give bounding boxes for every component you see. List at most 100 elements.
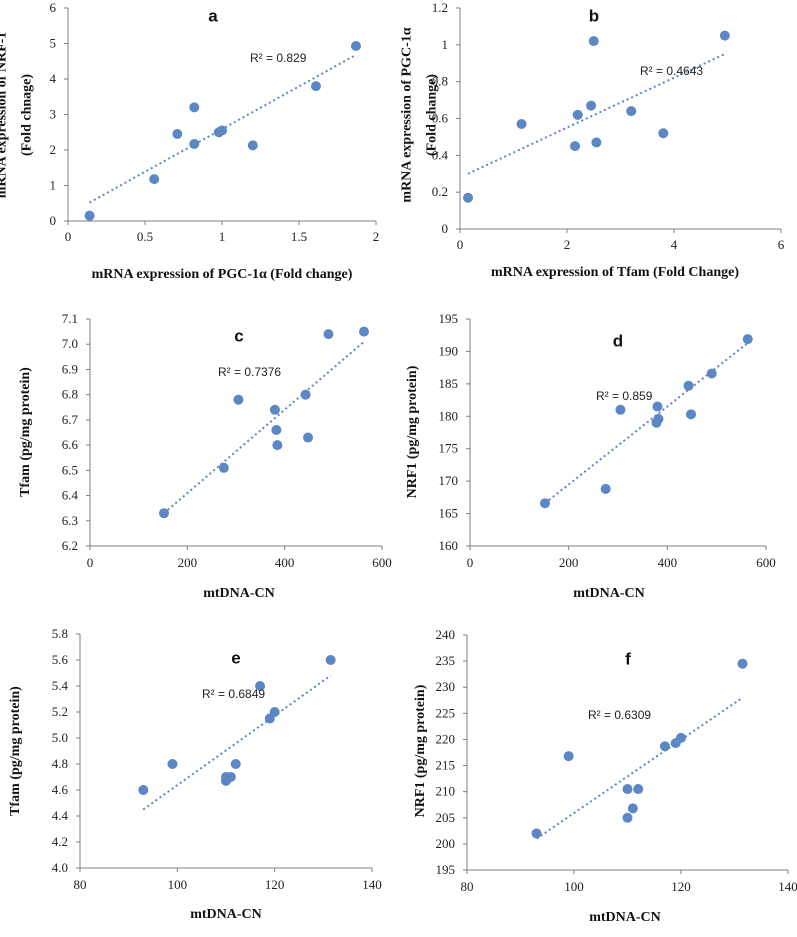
data-point bbox=[358, 326, 369, 337]
data-point bbox=[539, 498, 550, 509]
data-point bbox=[138, 785, 149, 795]
trendline bbox=[467, 53, 726, 175]
data-point bbox=[683, 380, 694, 391]
r-squared-label: R² = 0.6309 bbox=[588, 708, 651, 722]
data-point bbox=[626, 106, 637, 117]
data-point bbox=[323, 329, 334, 340]
x-tick-label: 120 bbox=[265, 877, 285, 892]
data-point bbox=[627, 803, 638, 814]
x-tick-label: 140 bbox=[362, 877, 382, 892]
data-point bbox=[84, 210, 95, 221]
data-point bbox=[300, 389, 311, 400]
y-tick-label: 180 bbox=[439, 408, 459, 423]
data-point bbox=[303, 432, 314, 443]
data-point bbox=[633, 784, 644, 795]
x-axis-title: mtDNA-CN bbox=[190, 907, 262, 922]
data-point bbox=[172, 129, 183, 140]
data-point bbox=[149, 174, 160, 185]
trendline bbox=[142, 674, 332, 811]
x-tick-label: 0 bbox=[65, 229, 72, 244]
data-point bbox=[255, 681, 266, 691]
y-tick-label: 6.9 bbox=[62, 361, 78, 376]
y-tick-label: 210 bbox=[436, 784, 456, 799]
data-point bbox=[719, 30, 730, 41]
chart-panel-f: 195 200 205 210 215 220 225 230 235 240 80 100 120 14… bbox=[413, 627, 797, 925]
chart-panel-d: 160 165 170 175 180 185 190 195 0 200 400 600 d R² = … bbox=[405, 311, 776, 601]
x-tick-label: 0.5 bbox=[137, 229, 153, 244]
y-tick-label: 6 bbox=[50, 0, 57, 15]
data-point bbox=[591, 137, 602, 148]
y-tick-label: 7.1 bbox=[62, 311, 78, 326]
data-point bbox=[269, 707, 280, 717]
data-point bbox=[658, 128, 669, 139]
y-tick-label: 1 bbox=[50, 178, 57, 193]
trendline bbox=[89, 53, 357, 204]
data-point bbox=[189, 102, 200, 113]
data-point bbox=[659, 741, 670, 752]
y-tick-label: 0.4 bbox=[432, 147, 449, 162]
y-tick-label: 4.6 bbox=[52, 782, 69, 797]
data-point bbox=[622, 784, 633, 795]
x-tick-label: 600 bbox=[372, 555, 392, 570]
y-tick-label: 5.4 bbox=[52, 678, 69, 693]
y-axis-title: Tfam (pg/mg protein) bbox=[8, 686, 23, 816]
y-tick-label: 0.2 bbox=[432, 184, 448, 199]
data-point bbox=[272, 440, 283, 451]
y-tick-label: 175 bbox=[439, 441, 459, 456]
y-tick-label: 195 bbox=[439, 311, 459, 326]
y-tick-label: 215 bbox=[436, 758, 456, 773]
y-axis-title: (Fold chnage) bbox=[20, 74, 35, 156]
data-point bbox=[189, 138, 200, 149]
data-point bbox=[572, 109, 583, 120]
data-point bbox=[622, 812, 633, 823]
y-tick-label: 0 bbox=[50, 213, 57, 228]
y-tick-label: 6.5 bbox=[62, 462, 78, 477]
y-tick-label: 6.4 bbox=[62, 488, 79, 503]
r-squared-label: R² = 0.859 bbox=[596, 389, 653, 403]
y-tick-label: 5.8 bbox=[52, 626, 68, 641]
x-tick-label: 200 bbox=[559, 555, 579, 570]
chart-panel-c: 6.2 6.3 6.4 6.5 6.6 6.7 6.8 6.9 7.0 7.1 0 200 400 600… bbox=[18, 311, 392, 601]
y-tick-label: 0.8 bbox=[432, 74, 448, 89]
x-axis-title: mRNA expression of Tfam (Fold Change) bbox=[491, 265, 739, 280]
chart-panel-a: 0 1 2 3 4 5 6 0 0.5 1 1.5 2 a R² = 0.829 mRNA expressi… bbox=[0, 0, 379, 282]
y-axis-title: mRNA expression of PGC-1α bbox=[400, 27, 415, 202]
y-tick-label: 190 bbox=[439, 343, 459, 358]
y-tick-label: 0.6 bbox=[432, 111, 449, 126]
r-squared-label: R² = 0.7376 bbox=[218, 365, 281, 379]
x-tick-label: 2 bbox=[564, 237, 571, 252]
data-point bbox=[516, 119, 527, 130]
x-tick-label: 1.5 bbox=[291, 229, 307, 244]
y-tick-label: 4 bbox=[50, 71, 57, 86]
trendline bbox=[535, 696, 744, 840]
trendline bbox=[163, 340, 365, 514]
y-tick-label: 185 bbox=[439, 376, 459, 391]
data-point bbox=[686, 409, 697, 420]
y-tick-label: 0 bbox=[442, 221, 449, 236]
r-squared-label: R² = 0.4643 bbox=[640, 64, 703, 78]
y-tick-label: 200 bbox=[436, 836, 456, 851]
panel-label: c bbox=[234, 326, 243, 345]
data-point bbox=[310, 81, 321, 92]
y-tick-label: 6.2 bbox=[62, 538, 78, 553]
x-axis-title: mtDNA-CN bbox=[589, 910, 661, 925]
y-tick-label: 4.8 bbox=[52, 756, 68, 771]
y-tick-label: 4.4 bbox=[52, 808, 69, 823]
x-tick-label: 140 bbox=[778, 879, 797, 894]
y-tick-label: 6.8 bbox=[62, 387, 78, 402]
x-tick-label: 200 bbox=[178, 555, 198, 570]
y-tick-label: 195 bbox=[436, 862, 456, 877]
y-tick-label: 1 bbox=[442, 37, 449, 52]
y-tick-label: 165 bbox=[439, 506, 459, 521]
data-point bbox=[218, 462, 229, 473]
y-tick-label: 6.6 bbox=[62, 437, 79, 452]
x-tick-label: 1 bbox=[219, 229, 226, 244]
y-tick-label: 220 bbox=[436, 731, 456, 746]
r-squared-label: R² = 0.829 bbox=[250, 51, 307, 65]
data-point bbox=[158, 508, 169, 519]
y-tick-label: 4.2 bbox=[52, 834, 68, 849]
y-axis-title: (Fold change) bbox=[425, 74, 440, 156]
chart-panel-e: 4.0 4.2 4.4 4.6 4.8 5.0 5.2 5.4 5.6 5.8 80 100 120 14… bbox=[8, 626, 382, 922]
y-tick-label: 5 bbox=[50, 36, 57, 51]
